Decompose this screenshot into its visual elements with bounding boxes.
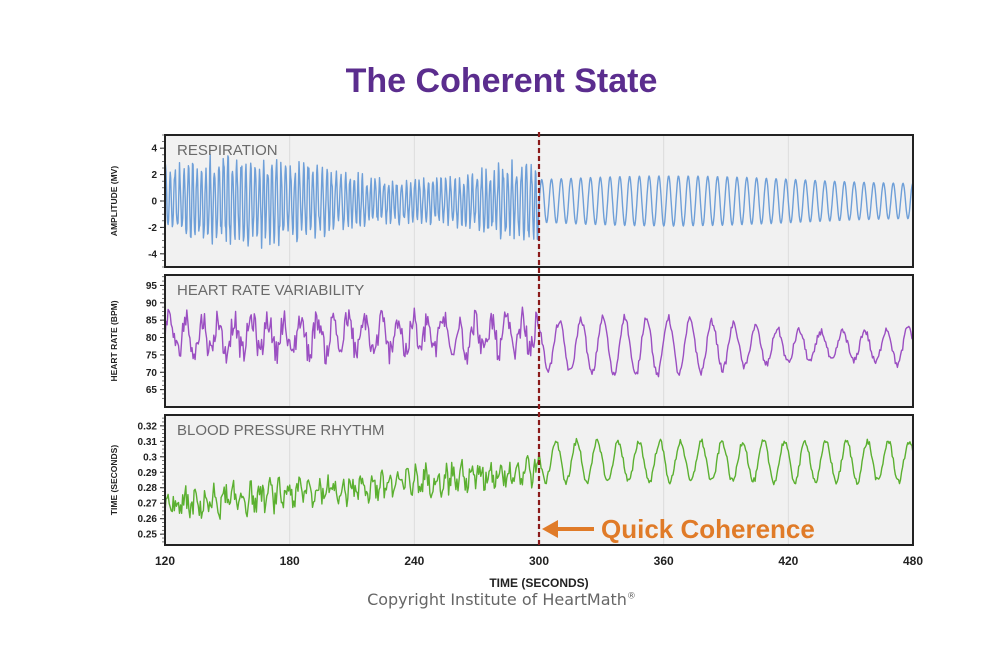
y-tick-label: 0.32: [138, 421, 158, 432]
x-tick-label: 180: [280, 554, 300, 568]
y-tick-label: 0.3: [143, 452, 157, 463]
y-tick-label: 65: [146, 385, 158, 396]
x-tick-label: 120: [155, 554, 175, 568]
x-axis-label: TIME (SECONDS): [489, 576, 588, 590]
x-tick-label: 300: [529, 554, 549, 568]
y-tick-label: 0.25: [138, 530, 158, 541]
y-axis-label: AMPLITUDE (MV): [109, 166, 119, 237]
panel-heart-rate-variability: 65 70 75 80 85 90 95 HEART RATE VARIABILITY HEAR…: [109, 274, 914, 408]
marker-arrow-head: [542, 520, 558, 538]
y-tick-label: 4: [151, 144, 157, 155]
panel-label: BLOOD PRESSURE RHYTHM: [177, 422, 385, 439]
y-axis-label: HEART RATE (BPM): [109, 300, 119, 381]
panel-label: RESPIRATION: [177, 142, 278, 159]
marker-label: Quick Coherence: [601, 514, 815, 544]
y-tick-label: 90: [146, 298, 158, 309]
y-tick-label: 80: [146, 333, 158, 344]
y-tick-label: 0.27: [138, 499, 158, 510]
x-tick-label: 480: [903, 554, 923, 568]
panel-label: HEART RATE VARIABILITY: [177, 282, 364, 299]
y-tick-label: 85: [146, 316, 158, 327]
copyright-text: Copyright Institute of HeartMath: [367, 590, 627, 609]
y-tick-label: 0.28: [138, 483, 158, 494]
x-tick-label: 240: [404, 554, 424, 568]
y-tick-label: 0.26: [138, 514, 158, 525]
y-tick-label: 0: [151, 197, 157, 208]
chart-title: The Coherent State: [345, 62, 658, 100]
panel-respiration: -4 -2 0 2 4 RESPIRATION AMPLITUDE (MV): [109, 134, 914, 268]
y-tick-label: 2: [151, 170, 157, 181]
y-tick-label: 0.31: [138, 437, 158, 448]
x-tick-label: 360: [654, 554, 674, 568]
y-tick-label: 70: [146, 368, 158, 379]
y-tick-label: 0.29: [138, 468, 158, 479]
y-tick-label: 95: [146, 281, 158, 292]
x-tick-label: 420: [778, 554, 798, 568]
y-tick-label: -4: [148, 249, 157, 260]
y-axis-label: TIME (SECONDS): [109, 445, 119, 516]
y-tick-label: 75: [146, 350, 158, 361]
copyright: Copyright Institute of HeartMath®: [0, 590, 1003, 609]
y-tick-label: -2: [148, 223, 157, 234]
registered-mark: ®: [626, 591, 636, 602]
